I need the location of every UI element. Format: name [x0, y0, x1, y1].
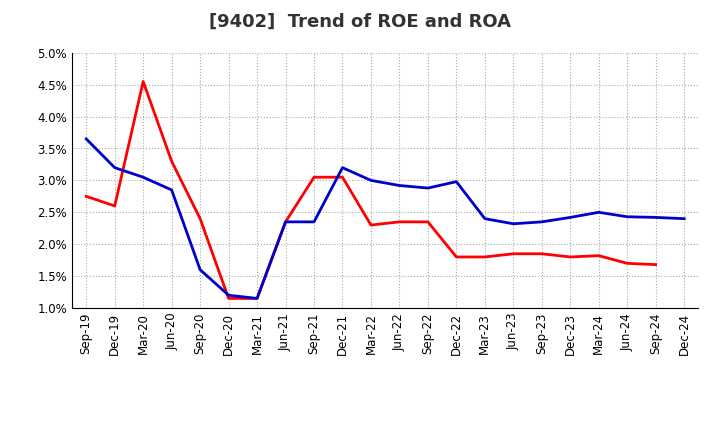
ROA — [652, 215, 660, 220]
ROA — [82, 136, 91, 142]
ROA — [310, 219, 318, 224]
ROA — [452, 179, 461, 184]
ROA — [680, 216, 688, 221]
ROE — [537, 251, 546, 257]
ROE — [139, 79, 148, 84]
ROA — [139, 175, 148, 180]
ROA — [167, 187, 176, 193]
ROA — [110, 165, 119, 170]
ROE — [395, 219, 404, 224]
ROE — [196, 216, 204, 221]
Line: ROA: ROA — [86, 139, 684, 298]
ROA — [537, 219, 546, 224]
ROE — [452, 254, 461, 260]
ROA — [423, 185, 432, 191]
ROE — [225, 296, 233, 301]
ROE — [595, 253, 603, 258]
ROA — [480, 216, 489, 221]
Text: [9402]  Trend of ROE and ROA: [9402] Trend of ROE and ROA — [209, 13, 511, 31]
ROE — [282, 219, 290, 224]
ROE — [423, 219, 432, 224]
ROA — [509, 221, 518, 227]
ROE — [623, 260, 631, 266]
ROE — [338, 175, 347, 180]
ROE — [253, 296, 261, 301]
ROA — [595, 210, 603, 215]
ROE — [480, 254, 489, 260]
ROA — [282, 219, 290, 224]
ROE — [366, 223, 375, 228]
ROE — [652, 262, 660, 267]
ROA — [196, 267, 204, 272]
ROA — [566, 215, 575, 220]
ROE — [509, 251, 518, 257]
ROA — [623, 214, 631, 220]
ROE — [310, 175, 318, 180]
Line: ROE: ROE — [86, 81, 656, 298]
ROE — [110, 203, 119, 209]
ROA — [253, 296, 261, 301]
ROE — [566, 254, 575, 260]
ROA — [366, 178, 375, 183]
ROE — [82, 194, 91, 199]
ROA — [225, 293, 233, 298]
ROA — [338, 165, 347, 170]
ROA — [395, 183, 404, 188]
ROE — [167, 159, 176, 164]
